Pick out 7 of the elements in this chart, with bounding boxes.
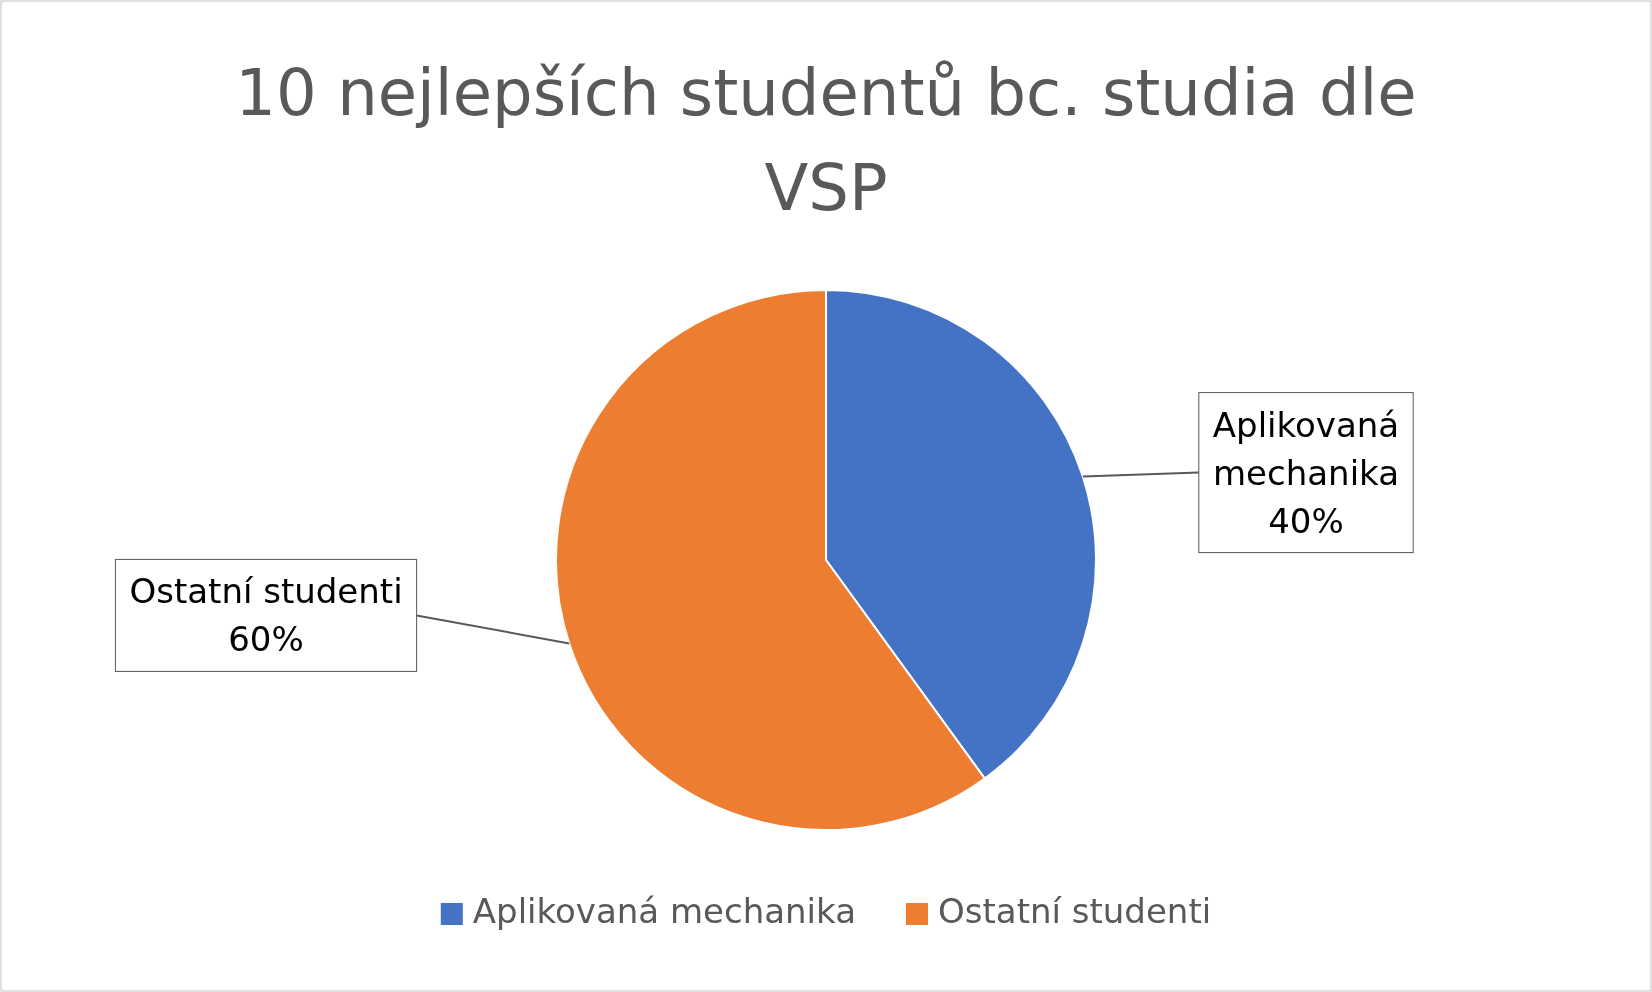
chart-title: 10 nejlepších studentů bc. studia dle VSP (235, 56, 1417, 225)
data-label: 40% (1268, 500, 1344, 541)
slice-label: Ostatní studenti (129, 571, 403, 612)
slice-label: Aplikovaná mechanika (1212, 404, 1400, 493)
data-label: 60% (228, 619, 304, 660)
legend-label: Aplikovaná mechanika (472, 891, 856, 931)
legend-label: Ostatní studenti (938, 891, 1212, 931)
